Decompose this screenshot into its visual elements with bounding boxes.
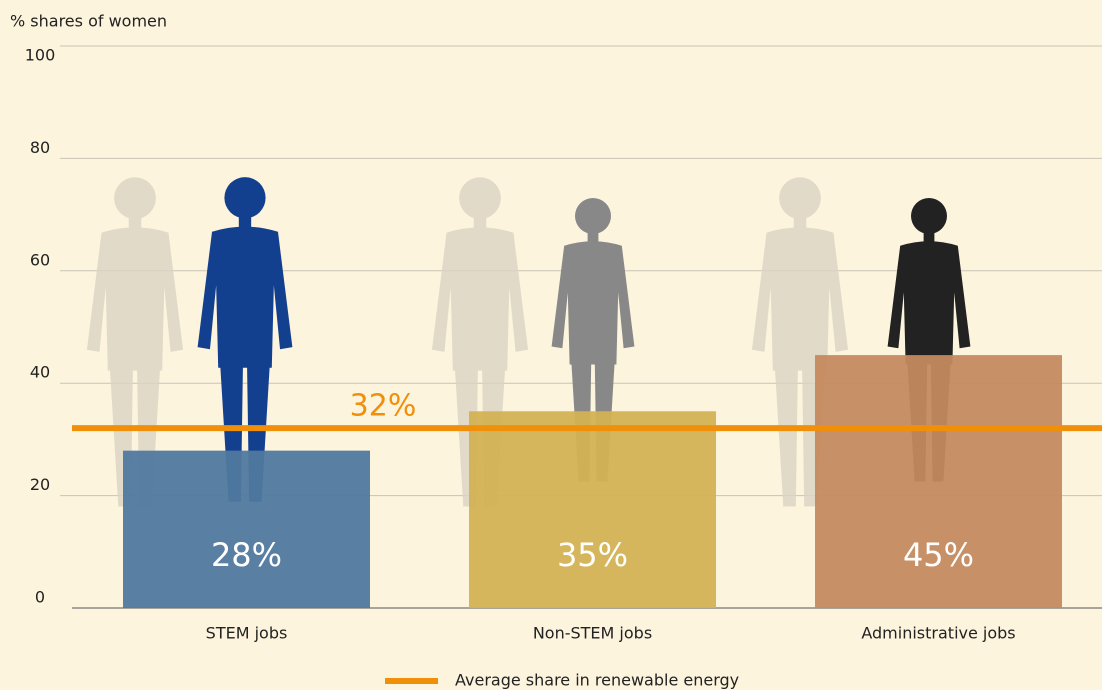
- average-label: 32%: [350, 389, 417, 424]
- y-tick-label: 0: [35, 588, 45, 607]
- bar: [123, 451, 370, 608]
- legend-label: Average share in renewable energy: [455, 671, 739, 690]
- value-label: 35%: [557, 536, 628, 574]
- value-label: 28%: [211, 536, 282, 574]
- y-tick-label: 100: [25, 46, 56, 65]
- chart: % shares of women Average share in renew…: [0, 0, 1102, 690]
- x-tick-label: Administrative jobs: [861, 624, 1015, 643]
- y-tick-label: 60: [30, 250, 50, 269]
- y-tick-label: 80: [30, 138, 50, 157]
- bar: [469, 411, 716, 608]
- value-label: 45%: [903, 536, 974, 574]
- y-tick-label: 20: [30, 475, 50, 494]
- y-axis-label: % shares of women: [10, 12, 167, 31]
- y-tick-label: 40: [30, 363, 50, 382]
- x-tick-label: Non-STEM jobs: [533, 624, 652, 643]
- x-tick-label: STEM jobs: [206, 624, 288, 643]
